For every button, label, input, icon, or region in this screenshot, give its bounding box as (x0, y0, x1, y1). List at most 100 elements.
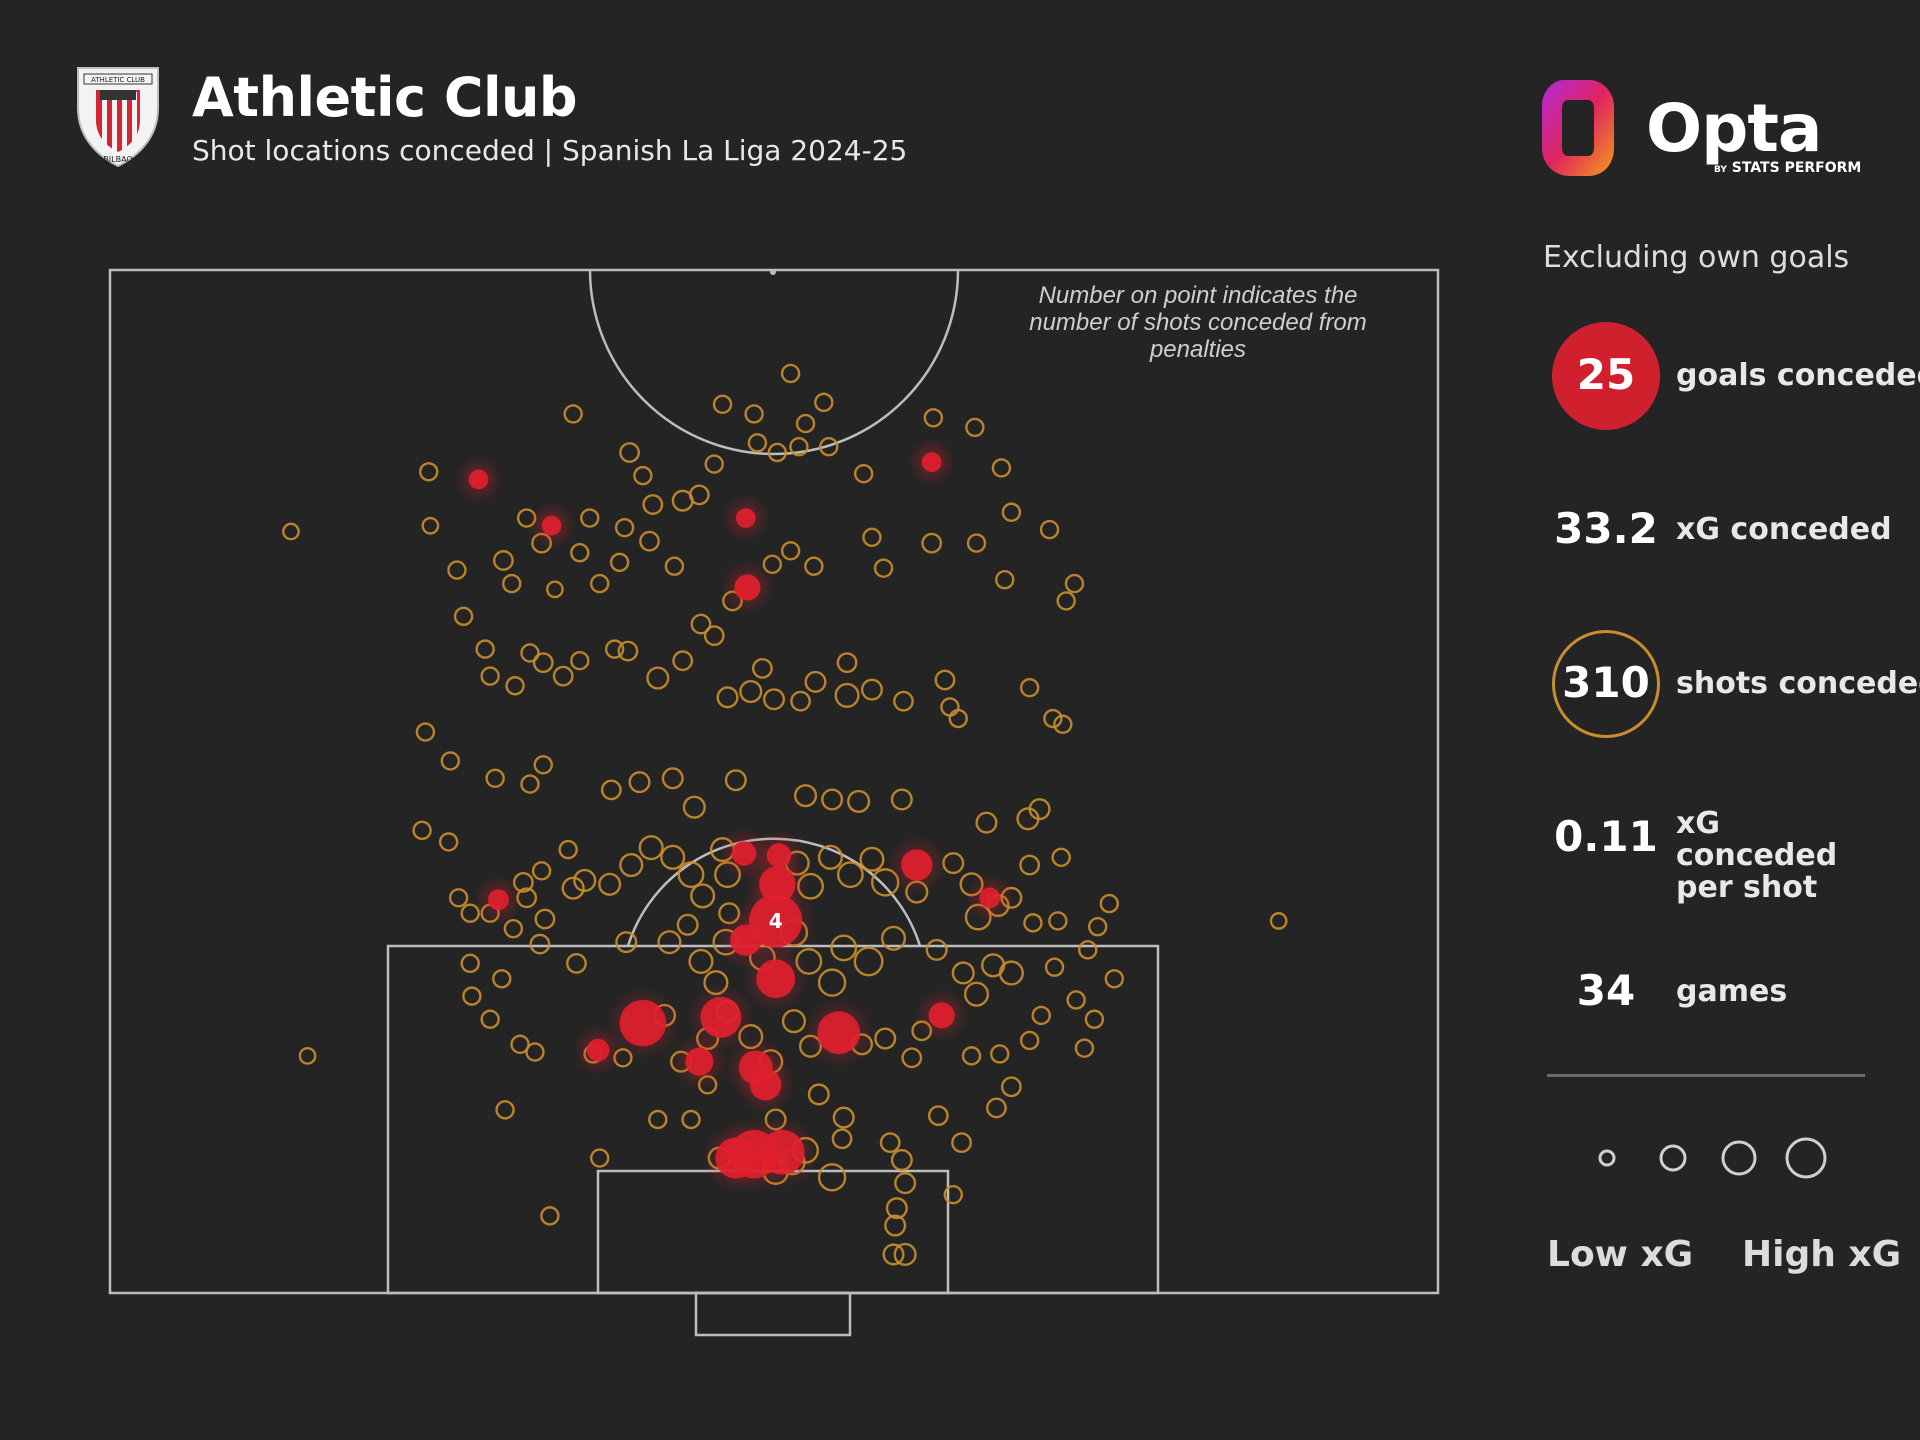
shot-point (836, 861, 864, 889)
shot-point (859, 846, 885, 872)
shot-point (1087, 917, 1108, 937)
shot-point (609, 552, 630, 573)
legend-circle-2 (1659, 1144, 1687, 1172)
shot-point (1064, 573, 1085, 594)
shot-point (879, 1132, 901, 1154)
shot-point (862, 527, 882, 548)
shot-point (986, 1097, 1007, 1119)
shot-point (703, 625, 725, 647)
six-yard-box (596, 1169, 950, 1295)
shot-point (795, 413, 816, 434)
shot-point (502, 573, 522, 594)
goals-layer (454, 438, 1015, 1193)
shot-point (819, 437, 839, 457)
shot-point (873, 558, 894, 578)
excluding-own-goals: Excluding own goals (1543, 240, 1850, 275)
shot-point (834, 682, 860, 708)
shot-point (789, 437, 809, 457)
shot-point (963, 981, 990, 1007)
opta-wordmark: Opta (1646, 90, 1822, 167)
goal-point (735, 508, 756, 528)
shot-point (664, 556, 685, 576)
shot-point (475, 639, 495, 659)
shot-point (681, 1109, 701, 1130)
shot-point (600, 779, 622, 801)
shot-point (529, 933, 551, 955)
shot-point (724, 769, 747, 792)
shot-point (682, 795, 706, 819)
shot-point (921, 532, 943, 554)
shot-point (853, 463, 874, 484)
shot-point (874, 1027, 897, 1050)
goals-conceded-value: 25 (1576, 350, 1636, 399)
shot-point (282, 522, 300, 541)
shot-point (648, 1109, 668, 1130)
shot-point (580, 508, 600, 528)
legend-circle-1 (1598, 1149, 1616, 1167)
shot-point (546, 580, 564, 599)
shot-point (890, 1148, 913, 1171)
shot-point (804, 556, 824, 576)
centre-spot (770, 269, 776, 275)
goal-point (731, 841, 757, 866)
goal-point (901, 849, 933, 881)
shot-point (894, 1172, 917, 1195)
shot-point (860, 678, 883, 701)
shot-point (712, 394, 733, 414)
shot-point (690, 613, 712, 635)
shot-point (298, 1047, 317, 1065)
goal-point (586, 1038, 610, 1062)
shot-point (832, 1106, 855, 1129)
shot-point (1028, 798, 1051, 821)
shot-point (688, 484, 710, 506)
shot-point (520, 643, 540, 663)
shot-point (460, 953, 480, 974)
shot-point (884, 1214, 907, 1237)
shot-point (638, 835, 664, 861)
shot-point (880, 925, 907, 951)
opta-tagline-text: STATS PERFORM (1731, 160, 1862, 176)
xg-per-shot-value: 0.11 (1554, 812, 1658, 861)
shot-point (1053, 714, 1073, 735)
goal-point (685, 1047, 714, 1076)
shot-point (421, 516, 440, 535)
shot-point (882, 1243, 905, 1266)
shot-point (747, 433, 768, 453)
shot-point (1269, 912, 1288, 930)
shot-point (415, 722, 436, 742)
shot-point (965, 417, 985, 438)
shot-point (739, 679, 763, 704)
shot-point (1000, 1076, 1022, 1098)
shot-point (781, 1009, 806, 1034)
shot-point (942, 852, 965, 875)
shot-point (890, 788, 913, 811)
goal-point (921, 452, 942, 472)
goals-conceded-label: goals conceded (1676, 358, 1920, 393)
centre-circle (588, 269, 960, 456)
goal-point (979, 887, 1001, 909)
opta-logo: Opta BY STATS PERFORM (1530, 76, 1861, 186)
shot-point (1078, 940, 1098, 960)
shot-point (940, 697, 960, 717)
shot-point (893, 690, 914, 712)
shot-point (1051, 847, 1071, 868)
shot-point (493, 550, 514, 571)
goal-point (468, 469, 489, 490)
shots-badge (1552, 630, 1660, 738)
shot-point (1066, 990, 1086, 1010)
shot-point (961, 1046, 982, 1066)
goal-point (730, 924, 762, 956)
shot-point (847, 789, 871, 813)
shot-point (447, 560, 467, 580)
shots-layer (282, 363, 1288, 1267)
goal-point (766, 843, 792, 868)
shot-point (821, 788, 844, 811)
shot-point (951, 1132, 972, 1154)
shot-point (814, 392, 834, 413)
opta-tagline-prefix: BY (1714, 165, 1727, 175)
shot-point (419, 462, 439, 482)
shot-point (1084, 1009, 1105, 1029)
shot-point (927, 1105, 949, 1127)
shot-point (462, 986, 482, 1006)
shot-point (628, 771, 651, 794)
